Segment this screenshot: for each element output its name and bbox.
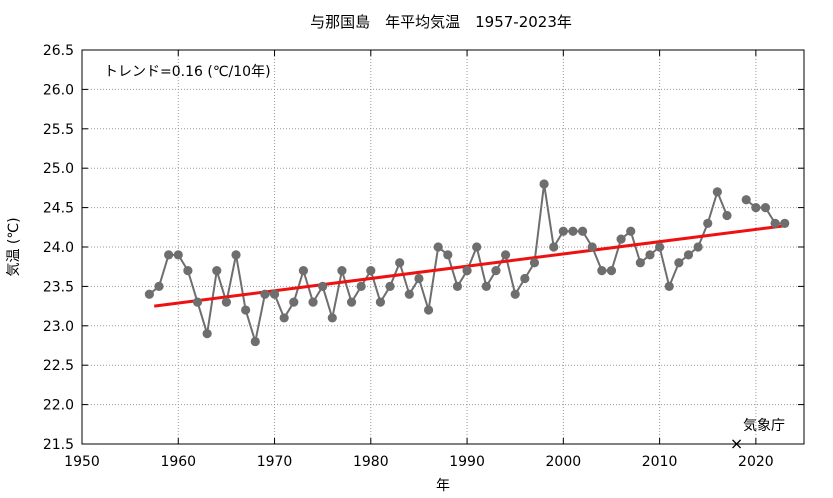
x-axis-label: 年 [436,478,450,494]
data-point [221,297,231,307]
data-point [645,250,655,260]
data-point [308,297,318,307]
data-point [414,273,424,284]
data-point [626,226,636,236]
x-tick-label: 2000 [546,454,582,470]
data-point [260,289,270,299]
data-point [337,266,347,276]
x-tick-label: 1980 [353,454,389,470]
data-point [183,266,193,276]
data-point [250,336,260,347]
data-point [568,226,578,236]
data-point [269,289,280,299]
data-point [558,226,568,236]
data-point [423,305,434,315]
y-tick-label: 26.0 [43,82,74,98]
data-point [462,266,472,276]
trend-annotation: トレンド=0.16 (℃/10年) [104,64,271,80]
data-point [395,258,405,268]
data-point [202,329,212,339]
data-point [751,203,761,213]
data-point [587,242,597,252]
data-point [597,266,607,276]
data-point [491,266,501,276]
data-point [298,266,309,276]
data-point [780,218,790,228]
data-point [366,266,376,276]
x-tick-label: 1990 [449,454,485,470]
data-point [385,281,395,291]
data-point [192,297,203,307]
data-point [606,266,617,276]
y-tick-label: 21.5 [43,437,74,453]
data-point [375,297,386,307]
x-tick-label: 1950 [64,454,100,470]
data-point [318,281,328,291]
chart-title: 与那国島 年平均気温 1957-2023年 [310,13,572,31]
data-point [616,234,626,244]
data-point [433,242,443,252]
y-axis-label: 気温 (℃) [6,217,22,276]
missing-data-marker: × [730,434,743,453]
data-point [549,242,559,252]
data-point [452,281,463,291]
data-point [741,195,751,205]
data-point [712,187,722,197]
y-tick-label: 23.0 [43,319,74,335]
data-point [770,218,780,228]
data-point [655,242,665,252]
x-tick-label: 1970 [257,454,293,470]
y-ticks: 21.5 22.0 22.5 23.0 23.5 24.0 24.5 25.0 25.5 26.0… [43,43,804,453]
y-tick-label: 25.0 [43,161,74,177]
x-tick-label: 2020 [738,454,774,470]
data-point [443,250,453,260]
data-point [481,281,491,291]
data-point [346,297,357,307]
trend-line [154,224,785,308]
y-tick-label: 22.0 [43,398,74,414]
data-point [760,203,771,213]
data-point [279,313,289,323]
data-point [664,281,674,291]
x-tick-label: 2010 [642,454,678,470]
data-point [327,313,337,323]
data-point [231,250,241,260]
y-tick-label: 26.5 [43,43,74,59]
x-ticks: 1950 1960 1970 1980 1990 2000 2010 2020 [64,50,774,470]
data-point [241,305,251,315]
data-point [154,281,164,291]
data-point [520,273,530,284]
data-point [510,289,520,299]
data-point [577,226,588,236]
data-point [693,242,703,252]
y-tick-label: 23.5 [43,279,74,295]
x-tick-label: 1960 [160,454,196,470]
data-point [529,258,540,268]
series-layer: × [144,179,790,453]
data-point [539,179,549,189]
data-point [683,250,694,260]
data-point [722,210,732,221]
data-point [356,281,366,291]
data-point [703,218,713,228]
data-point [472,242,482,252]
data-point [674,258,684,268]
y-tick-label: 24.5 [43,201,74,217]
y-tick-label: 22.5 [43,358,74,374]
grid [82,50,804,444]
data-point [500,250,511,260]
data-point [635,258,645,268]
y-tick-label: 25.5 [43,122,74,138]
data-point [173,250,183,260]
source-label: 気象庁 [743,418,785,434]
data-point [212,266,222,276]
data-point [289,297,299,307]
data-point [164,250,174,260]
data-point [144,289,154,299]
y-tick-label: 24.0 [43,240,74,256]
data-point [404,289,414,299]
